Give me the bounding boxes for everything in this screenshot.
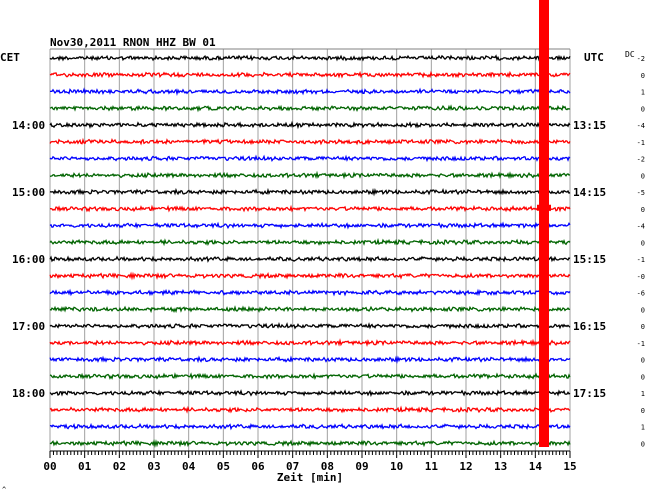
trace-row-22 xyxy=(49,405,571,414)
trace-row-15 xyxy=(49,288,571,297)
x-tick-label: 05 xyxy=(217,460,230,473)
trace-row-21 xyxy=(49,388,571,398)
x-tick-label: 07 xyxy=(286,460,299,473)
x-tick-label: 03 xyxy=(147,460,160,473)
x-tick-label: 06 xyxy=(251,460,265,473)
cet-axis-label: CET xyxy=(0,51,20,64)
dc-offset-label: -5 xyxy=(637,189,645,197)
trace-row-16 xyxy=(49,305,571,314)
x-tick-label: 13 xyxy=(494,460,507,473)
x-tick-label: 11 xyxy=(425,460,439,473)
dc-offset-label: -1 xyxy=(637,340,645,348)
trace-row-12 xyxy=(49,237,571,247)
dc-offset-label: 0 xyxy=(641,357,645,365)
chart-title: Nov30,2011 RNON HHZ BW 01 xyxy=(50,36,216,49)
trace-row-11 xyxy=(49,221,571,230)
dc-offset-label: 0 xyxy=(641,407,645,415)
dc-offset-label: 0 xyxy=(641,206,645,214)
dc-offset-label: -6 xyxy=(637,290,645,298)
event-marker-bar xyxy=(539,0,549,447)
x-tick-label: 00 xyxy=(43,460,56,473)
dc-offset-label: 0 xyxy=(641,373,645,381)
dc-offset-label: -1 xyxy=(637,139,645,147)
dc-offset-label: 1 xyxy=(641,89,645,97)
dc-offset-label: -4 xyxy=(637,223,645,231)
x-tick-label: 04 xyxy=(182,460,196,473)
cet-hour-label: 16:00 xyxy=(12,253,45,266)
dc-offset-label: -1 xyxy=(637,256,645,264)
cet-hour-labels: 14:00 15:00 16:00 17:00 18:00 xyxy=(12,119,45,400)
trace-row-5 xyxy=(49,120,571,130)
trace-row-13 xyxy=(49,255,571,263)
dc-offset-label: 0 xyxy=(641,72,645,80)
utc-hour-label: 16:15 xyxy=(573,320,606,333)
dc-offset-label: 0 xyxy=(641,323,645,331)
utc-hour-label: 17:15 xyxy=(573,387,606,400)
footer-mark: ^ xyxy=(2,486,6,494)
utc-hour-labels: 13:15 14:15 15:15 16:15 17:15 xyxy=(573,119,606,400)
x-tick-label: 09 xyxy=(355,460,368,473)
dc-offset-label: 0 xyxy=(641,105,645,113)
utc-axis-label: UTC xyxy=(584,51,604,64)
utc-hour-label: 14:15 xyxy=(573,186,606,199)
dc-offset-label: -4 xyxy=(637,122,645,130)
time-gridlines xyxy=(49,48,571,451)
dc-offset-label: 0 xyxy=(641,172,645,180)
trace-row-24 xyxy=(49,439,571,448)
x-tick-label: 15 xyxy=(563,460,576,473)
x-tick-label: 14 xyxy=(529,460,543,473)
trace-row-1 xyxy=(49,54,571,62)
dc-offset-label: -2 xyxy=(637,156,645,164)
dc-offset-label: 0 xyxy=(641,440,645,448)
dc-offset-label: 0 xyxy=(641,239,645,247)
x-axis-label: Zeit [min] xyxy=(277,471,343,484)
x-tick-label: 01 xyxy=(78,460,92,473)
trace-row-2 xyxy=(49,70,571,79)
cet-hour-label: 15:00 xyxy=(12,186,45,199)
trace-row-18 xyxy=(49,338,571,347)
trace-row-23 xyxy=(49,422,571,431)
trace-row-19 xyxy=(49,355,571,364)
trace-row-3 xyxy=(49,87,571,97)
cet-hour-label: 14:00 xyxy=(12,119,45,132)
dc-offset-label: 0 xyxy=(641,306,645,314)
x-tick-label: 12 xyxy=(459,460,472,473)
event-marker-layer xyxy=(537,0,551,447)
trace-row-14 xyxy=(49,271,571,281)
trace-row-9 xyxy=(49,187,571,197)
dc-offset-label: 1 xyxy=(641,390,645,398)
cet-hour-label: 18:00 xyxy=(12,387,45,400)
dc-offset-label: -0 xyxy=(637,273,645,281)
trace-row-17 xyxy=(49,322,571,330)
cet-hour-label: 17:00 xyxy=(12,320,45,333)
trace-row-4 xyxy=(49,104,571,113)
x-tick-label: 10 xyxy=(390,460,403,473)
trace-row-10 xyxy=(49,204,571,213)
trace-row-7 xyxy=(49,154,571,163)
seismic-traces xyxy=(49,54,571,448)
event-marker-burst xyxy=(537,204,551,211)
x-axis: 00 01 02 03 04 05 06 07 08 09 10 11 12 13 14 15 xyxy=(43,450,577,473)
trace-row-6 xyxy=(49,137,571,146)
dc-offset-label: -2 xyxy=(637,55,645,63)
x-tick-label: 08 xyxy=(321,460,334,473)
trace-row-20 xyxy=(49,372,571,380)
trace-row-8 xyxy=(49,170,571,180)
utc-hour-label: 15:15 xyxy=(573,253,606,266)
dc-offset-label: 1 xyxy=(641,424,645,432)
dc-column-label: DC xyxy=(625,50,635,59)
x-tick-label: 02 xyxy=(113,460,126,473)
dc-offset-labels: -2 0 1 0 -4 -1 -2 0 -5 0 -4 0 -1 -0 -6 0 0 -1 0 0 1 0 1 0 xyxy=(637,55,645,448)
utc-hour-label: 13:15 xyxy=(573,119,606,132)
